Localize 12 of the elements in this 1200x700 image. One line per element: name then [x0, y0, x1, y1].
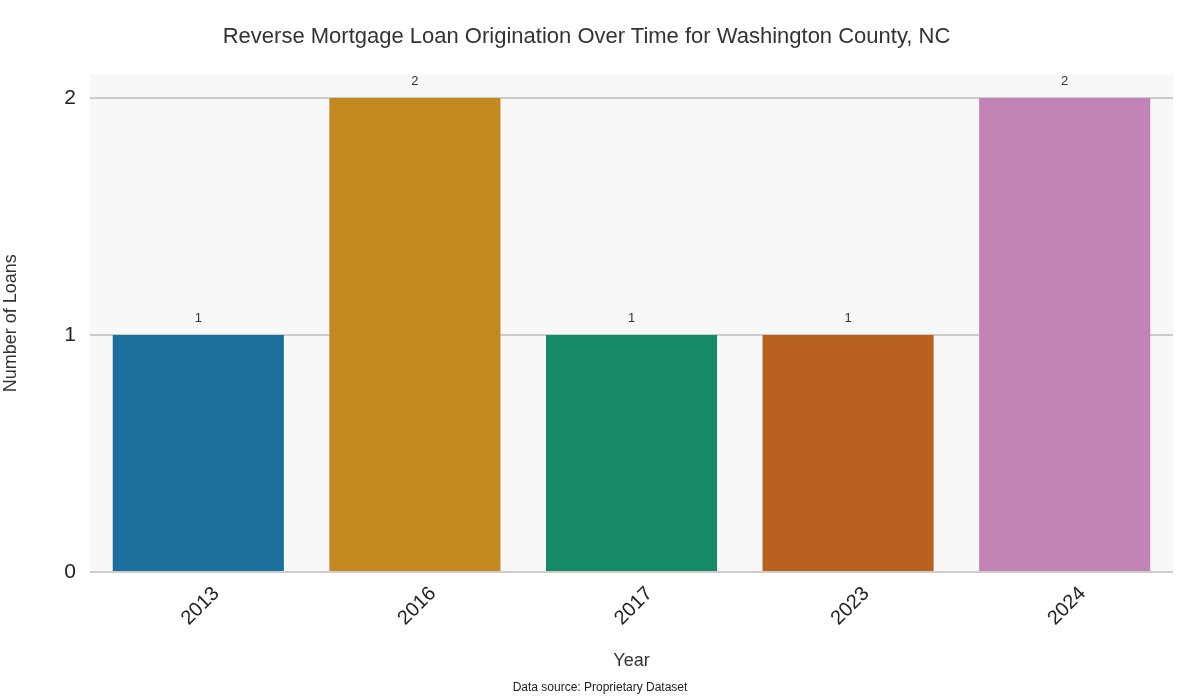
x-axis-title: Year	[613, 650, 650, 671]
data-label: 1	[627, 309, 636, 325]
y-axis-title: Number of Loans	[0, 254, 20, 393]
data-label: 1	[194, 309, 202, 325]
y-tick-label: 1	[64, 321, 76, 345]
y-tick-label: 2	[64, 84, 76, 108]
chart-title: Reverse Mortgage Loan Origination Over Time for Washington County, NC	[222, 23, 951, 49]
y-tick-label: 0	[64, 558, 76, 582]
data-label: 2	[411, 72, 419, 88]
data-label: 1	[844, 309, 852, 325]
source-note: Data source: Proprietary Dataset	[512, 680, 689, 695]
data-label: 2	[1061, 72, 1069, 88]
